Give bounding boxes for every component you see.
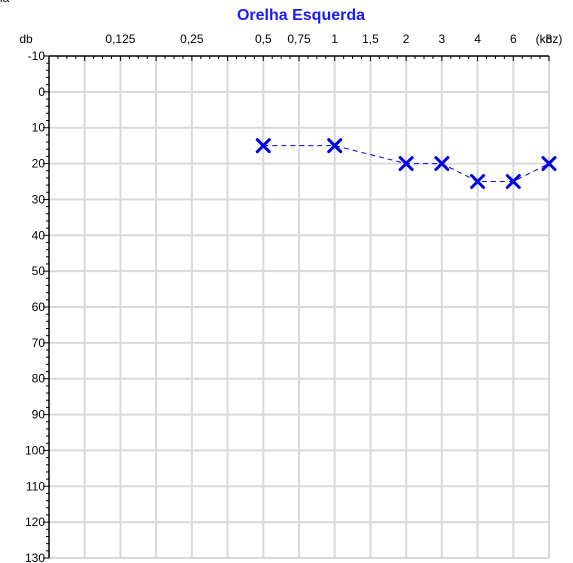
y-tick-label: 50 <box>32 264 46 278</box>
clipped-top-label: la <box>0 0 9 5</box>
y-tick-label: 10 <box>32 121 46 135</box>
y-tick-label: 90 <box>32 408 46 422</box>
data-point-marker <box>541 156 557 172</box>
x-tick-label: 0,75 <box>287 32 311 46</box>
y-tick-label: 130 <box>25 551 45 563</box>
x-tick-label: 1,5 <box>362 32 379 46</box>
data-point-marker <box>470 174 486 189</box>
y-tick-label: 70 <box>32 336 46 350</box>
y-tick-label: 0 <box>38 85 45 99</box>
data-point-marker <box>327 138 343 154</box>
axes <box>43 55 550 559</box>
y-tick-label: 20 <box>32 157 46 171</box>
y-axis-label: db <box>19 32 33 46</box>
series-group <box>255 138 557 189</box>
x-tick-label: 4 <box>474 32 481 46</box>
x-tick-labels: 0,125 0,25 0,5 0,75 1 1,5 2 3 4 6 8 <box>105 32 552 46</box>
y-tick-label: 100 <box>25 443 45 457</box>
x-tick-label: 0,25 <box>180 32 204 46</box>
x-tick-label: 2 <box>403 32 410 46</box>
y-tick-label: 30 <box>32 192 46 206</box>
x-tick-label: 1 <box>331 32 338 46</box>
data-point-marker <box>255 138 271 154</box>
y-tick-label: -10 <box>28 49 46 63</box>
grid <box>49 56 550 559</box>
x-tick-label: 6 <box>510 32 517 46</box>
chart-title: Orelha Esquerda <box>237 7 365 24</box>
y-tick-label: 120 <box>25 515 45 529</box>
y-tick-labels: -10 0 10 20 30 40 50 60 70 80 90 100 110 120 130 <box>25 49 45 563</box>
y-tick-label: 80 <box>32 372 46 386</box>
x-tick-label: 0,5 <box>255 32 272 46</box>
x-tick-label: 8 <box>546 32 553 46</box>
data-point-marker <box>398 156 414 172</box>
x-tick-label: 3 <box>439 32 446 46</box>
data-point-marker <box>505 174 521 189</box>
x-axis-label: (khz) <box>536 32 563 46</box>
y-tick-label: 110 <box>26 479 45 493</box>
data-point-marker <box>434 156 450 172</box>
y-tick-label: 60 <box>32 300 46 314</box>
y-tick-label: 40 <box>32 228 46 242</box>
x-tick-label: 0,125 <box>105 32 135 46</box>
